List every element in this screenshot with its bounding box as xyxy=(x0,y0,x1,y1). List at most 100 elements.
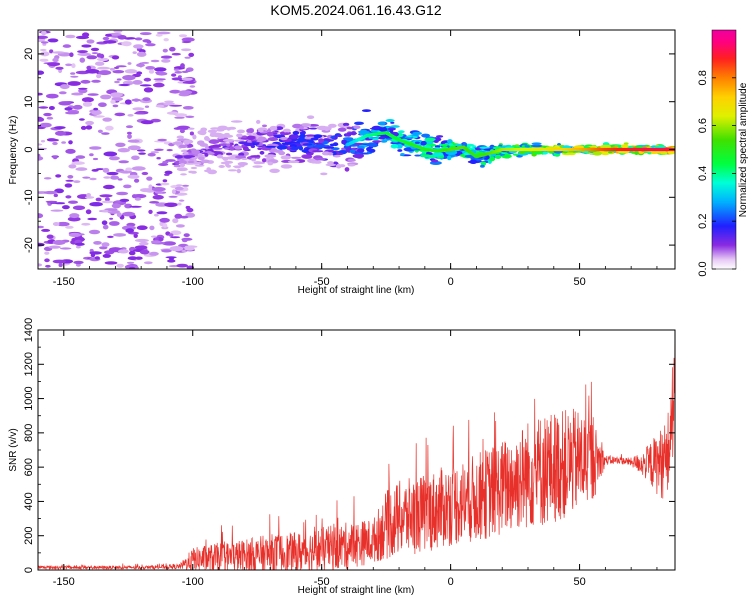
spectral-cell xyxy=(521,150,531,153)
spectral-cell xyxy=(230,120,243,123)
spectral-cell xyxy=(273,134,285,138)
spectral-cell xyxy=(81,44,92,48)
spectral-cell xyxy=(108,221,120,226)
spectral-cell xyxy=(278,151,286,156)
spectral-cell xyxy=(174,71,183,74)
spectral-cell xyxy=(512,153,519,156)
spectral-cell xyxy=(238,141,248,145)
spectral-cell xyxy=(99,194,113,198)
spectral-cell xyxy=(238,152,245,157)
spectral-cell xyxy=(73,180,81,184)
spectral-cell xyxy=(300,123,312,127)
spectral-cell xyxy=(85,120,94,126)
spectral-cell xyxy=(118,83,130,87)
spectral-cell xyxy=(305,136,311,140)
spectral-cell xyxy=(43,177,52,180)
spectral-cell xyxy=(310,161,318,164)
spectral-cell xyxy=(346,126,355,130)
spectral-cell xyxy=(316,125,329,131)
spectral-cell xyxy=(145,66,155,70)
spectral-cell xyxy=(172,218,179,224)
spectral-cell xyxy=(297,137,306,142)
x-tick-label: 50 xyxy=(573,276,585,288)
spectral-cell xyxy=(414,154,421,157)
spectral-cell xyxy=(96,73,102,79)
spectral-cell xyxy=(61,141,66,144)
spectral-cell xyxy=(275,126,284,131)
spectral-cell xyxy=(126,37,136,40)
spectral-cell xyxy=(351,147,356,150)
spectral-cell xyxy=(354,121,364,126)
x-tick-label: -100 xyxy=(182,576,204,588)
spectral-cell xyxy=(153,82,165,88)
spectral-cell xyxy=(226,143,231,147)
y-tick-label: -20 xyxy=(23,237,35,253)
spectral-cell xyxy=(154,148,164,151)
spectral-cell xyxy=(378,136,386,140)
spectral-cell xyxy=(314,144,326,148)
spectral-cell xyxy=(67,175,74,179)
spectral-cell xyxy=(181,40,192,44)
spectral-cell xyxy=(38,143,43,146)
spectral-cell xyxy=(73,260,84,265)
spectral-cell xyxy=(89,251,102,255)
colorbar: 0.0 0.2 0.4 0.6 0.8 Normalized spectral ampl… xyxy=(697,29,749,277)
spectral-cell xyxy=(634,150,639,155)
spectral-cell xyxy=(434,145,441,148)
spectral-cell xyxy=(108,156,120,161)
spectral-cell xyxy=(241,158,248,160)
y-tick-label: 1200 xyxy=(23,352,35,376)
spectral-cell xyxy=(188,52,195,58)
spectral-cell xyxy=(141,171,149,176)
spectral-cell xyxy=(204,136,210,141)
spectral-cell xyxy=(56,221,70,227)
spectral-cell xyxy=(266,129,272,132)
spectral-cell xyxy=(69,52,74,57)
spectral-cell xyxy=(190,166,198,170)
spectral-cell xyxy=(164,170,173,175)
spectral-cell xyxy=(67,81,81,86)
spectral-cell xyxy=(164,100,174,103)
spectral-cell xyxy=(533,151,544,155)
spectral-cell xyxy=(87,93,99,96)
spectral-cell xyxy=(169,246,184,252)
spectral-cell xyxy=(75,263,81,267)
spectral-cell xyxy=(180,163,185,168)
spectral-cell xyxy=(161,59,171,63)
spectral-cell xyxy=(127,256,138,261)
spectral-cell xyxy=(52,240,66,245)
spectral-cell xyxy=(150,151,160,154)
spectral-cell xyxy=(139,241,149,246)
spectral-cell xyxy=(68,140,73,145)
spectral-cell xyxy=(103,184,115,190)
spectral-cell xyxy=(171,52,181,56)
spectral-cell xyxy=(182,106,194,110)
spectral-cell xyxy=(171,73,177,77)
spectral-cell xyxy=(312,150,324,153)
spectral-cell xyxy=(114,80,120,84)
spectral-cell xyxy=(82,32,90,37)
spectral-cell xyxy=(163,173,170,176)
spectral-cell xyxy=(433,140,439,143)
spectral-cell xyxy=(38,106,49,109)
spectral-cell xyxy=(75,155,86,159)
spectral-cell xyxy=(181,48,192,52)
spectral-cell xyxy=(91,110,102,116)
spectral-cell xyxy=(169,89,182,94)
spectral-cell xyxy=(103,176,111,179)
spectral-cell xyxy=(279,136,288,141)
spectral-cell xyxy=(149,201,160,204)
spectral-cell xyxy=(65,63,72,67)
spectral-cell xyxy=(44,258,50,263)
spectral-cell xyxy=(184,56,191,59)
spectral-cell xyxy=(134,245,148,250)
spectral-cell xyxy=(134,197,141,201)
spectral-cell xyxy=(166,149,173,152)
spectral-cell xyxy=(189,131,194,136)
spectral-cell xyxy=(266,131,274,137)
spectral-cell xyxy=(146,176,153,181)
x-tick-label: -150 xyxy=(53,576,75,588)
y-tick-label: 0 xyxy=(23,146,35,152)
spectral-cell xyxy=(127,174,140,179)
spectral-cell xyxy=(174,186,184,191)
